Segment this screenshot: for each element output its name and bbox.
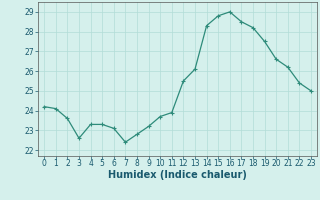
X-axis label: Humidex (Indice chaleur): Humidex (Indice chaleur) (108, 170, 247, 180)
